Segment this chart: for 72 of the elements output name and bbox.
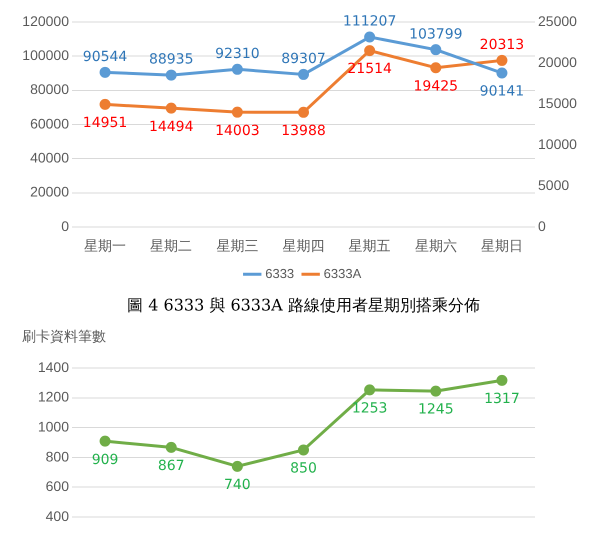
point bbox=[298, 444, 309, 456]
x-tick-label: 星期日 bbox=[480, 237, 523, 254]
x-tick-label: 星期二 bbox=[150, 237, 192, 254]
text: 圖 4 6333 與 6333A 路線使用者星期別搭乘分佈 bbox=[127, 296, 480, 315]
y-tick-label: 1400 bbox=[38, 358, 70, 375]
data-label: 850 bbox=[290, 460, 317, 477]
y-tick-label: 80000 bbox=[30, 81, 70, 98]
data-label: 89307 bbox=[281, 51, 326, 68]
y2-tick-label: 25000 bbox=[538, 12, 578, 29]
data-label: 1253 bbox=[352, 400, 388, 417]
data-label: 1245 bbox=[418, 402, 454, 418]
point bbox=[364, 32, 376, 43]
legend-label: 6333A bbox=[324, 266, 362, 281]
y-tick-label: 1200 bbox=[38, 388, 70, 405]
data-label: 88935 bbox=[148, 52, 194, 68]
data-label: 867 bbox=[158, 458, 185, 474]
point bbox=[100, 98, 111, 110]
y-tick-label: 100000 bbox=[22, 47, 70, 64]
data-label: 90141 bbox=[480, 84, 524, 100]
x-tick-label: 星期五 bbox=[348, 237, 391, 254]
point bbox=[430, 44, 442, 56]
x-tick-label: 星期四 bbox=[282, 237, 324, 254]
point bbox=[232, 64, 243, 75]
point bbox=[430, 62, 442, 74]
data-label: 90544 bbox=[82, 48, 128, 65]
x-tick-label: 星期三 bbox=[216, 237, 258, 254]
point bbox=[496, 374, 508, 386]
legend-label: 6333 bbox=[265, 266, 294, 281]
y-tick-label: 120000 bbox=[22, 12, 70, 29]
data-label: 21514 bbox=[347, 61, 392, 78]
x-tick-label: 星期一 bbox=[84, 237, 126, 254]
data-label: 740 bbox=[224, 476, 251, 493]
data-label: 103799 bbox=[409, 26, 463, 42]
data-label: 909 bbox=[92, 452, 118, 468]
x-tick-label: 星期六 bbox=[414, 237, 457, 254]
data-label: 92310 bbox=[215, 46, 260, 62]
point bbox=[298, 68, 309, 80]
y-tick-label: 40000 bbox=[30, 150, 70, 166]
point bbox=[100, 66, 111, 78]
y2-tick-label: 15000 bbox=[538, 94, 578, 111]
data-label: 13988 bbox=[281, 122, 326, 139]
y-axis-title: 刷卡資料筆數 bbox=[22, 328, 107, 346]
y-tick-label: 400 bbox=[46, 508, 70, 524]
y-tick-label: 1000 bbox=[38, 418, 70, 434]
point bbox=[430, 386, 442, 397]
y-tick-label: 0 bbox=[61, 218, 70, 234]
data-label: 14494 bbox=[148, 118, 194, 135]
y2-tick-label: 0 bbox=[538, 218, 546, 234]
point bbox=[166, 102, 177, 114]
point bbox=[232, 106, 243, 118]
data-label: 1317 bbox=[484, 391, 520, 408]
point bbox=[100, 436, 111, 447]
point bbox=[364, 45, 376, 56]
y2-tick-label: 20000 bbox=[538, 54, 578, 70]
data-label: 19425 bbox=[414, 78, 458, 94]
data-label: 14951 bbox=[82, 115, 128, 132]
data-label: 111207 bbox=[342, 14, 396, 30]
point bbox=[364, 384, 376, 396]
point bbox=[232, 460, 243, 472]
point bbox=[166, 70, 177, 81]
point bbox=[496, 54, 508, 66]
data-label: 20313 bbox=[480, 37, 524, 54]
y-tick-label: 20000 bbox=[30, 184, 70, 200]
y2-tick-label: 5000 bbox=[538, 176, 570, 193]
point bbox=[298, 106, 309, 118]
data-label: 14003 bbox=[215, 122, 260, 139]
point bbox=[166, 442, 177, 453]
y-tick-label: 60000 bbox=[30, 115, 70, 132]
y-tick-label: 600 bbox=[46, 478, 70, 494]
point bbox=[496, 68, 508, 79]
y2-tick-label: 10000 bbox=[538, 136, 578, 152]
y-tick-label: 800 bbox=[46, 448, 70, 464]
